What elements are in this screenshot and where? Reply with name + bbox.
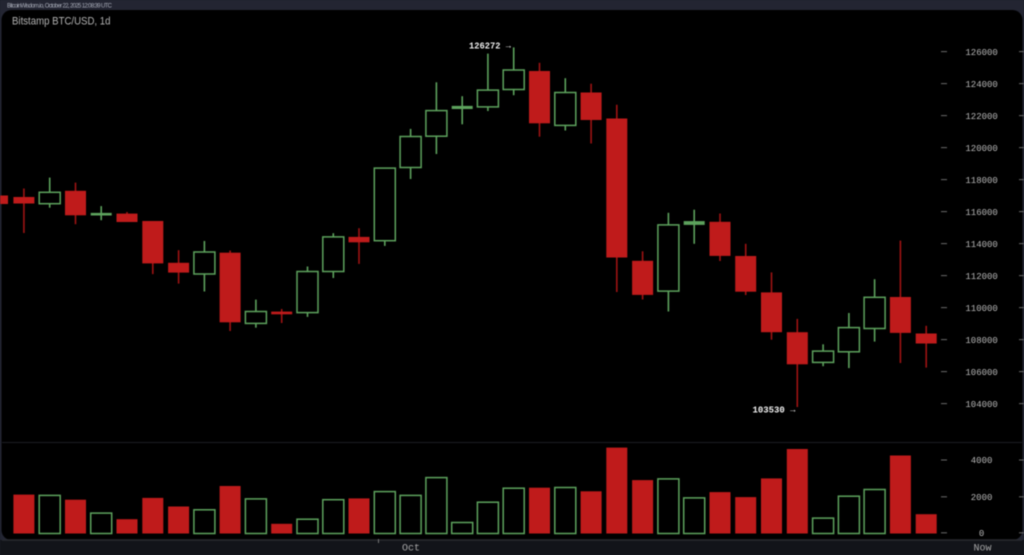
- svg-text:110000: 110000: [965, 304, 997, 314]
- svg-text:122000: 122000: [965, 112, 997, 122]
- svg-text:BitcoinWisdom.io, October 22,: BitcoinWisdom.io, October 22, 2025 12:08…: [7, 4, 113, 10]
- svg-text:114000: 114000: [965, 240, 997, 250]
- svg-text:124000: 124000: [965, 80, 997, 90]
- svg-text:Oct: Oct: [402, 544, 420, 555]
- svg-text:118000: 118000: [965, 176, 997, 186]
- svg-text:Now: Now: [973, 544, 991, 555]
- svg-text:104000: 104000: [965, 400, 997, 410]
- svg-text:103530 →: 103530 →: [753, 405, 796, 416]
- svg-text:126272 →: 126272 →: [469, 41, 511, 52]
- svg-text:106000: 106000: [965, 368, 997, 378]
- svg-text:126000: 126000: [965, 48, 997, 58]
- svg-text:4000: 4000: [971, 456, 993, 466]
- svg-text:112000: 112000: [965, 272, 997, 282]
- svg-text:2000: 2000: [971, 493, 993, 503]
- svg-text:0: 0: [979, 529, 984, 539]
- svg-text:108000: 108000: [965, 336, 997, 346]
- svg-text:120000: 120000: [965, 144, 997, 154]
- svg-text:116000: 116000: [965, 208, 997, 218]
- svg-text:Bitstamp BTC/USD, 1d: Bitstamp BTC/USD, 1d: [12, 16, 111, 28]
